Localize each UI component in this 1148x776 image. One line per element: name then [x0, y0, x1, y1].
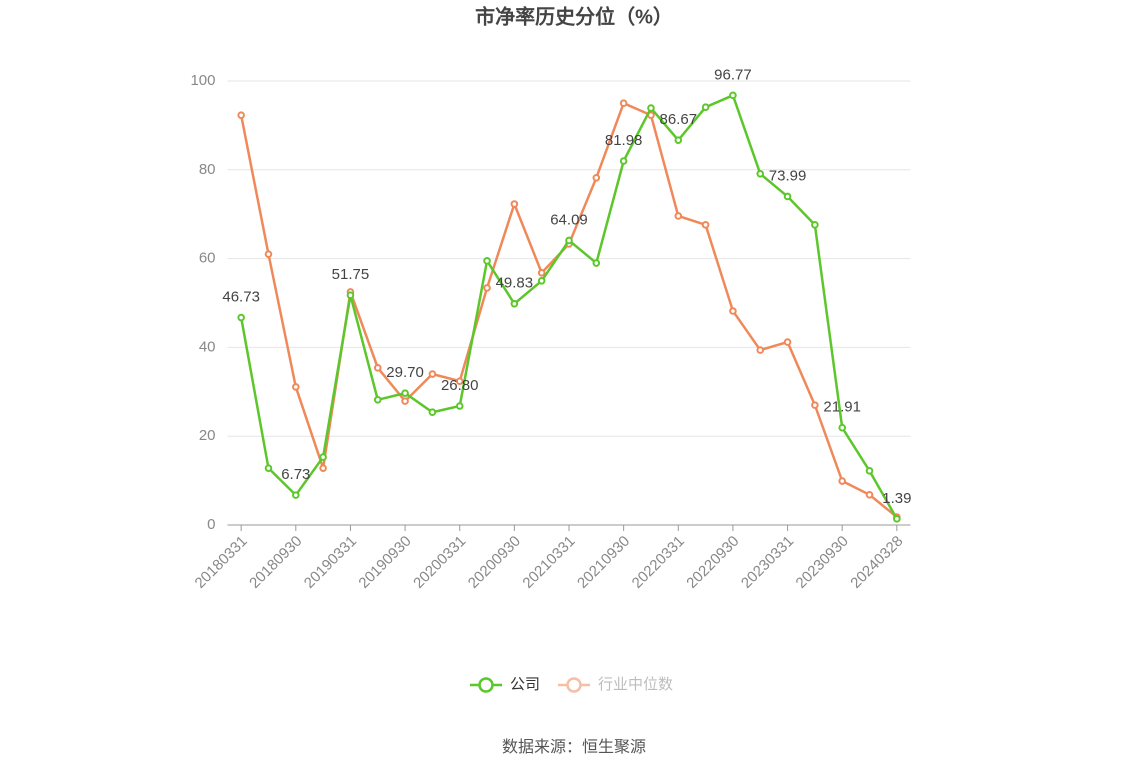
point: [483, 284, 491, 292]
data-label: 96.77: [714, 66, 752, 83]
x-tick-label: 20190930: [355, 533, 414, 592]
data-label: 73.99: [769, 167, 807, 184]
point: [319, 464, 327, 472]
point: [401, 389, 409, 397]
point: [865, 467, 874, 475]
point: [292, 491, 300, 499]
legend-marker: [566, 677, 582, 693]
point: [455, 402, 464, 410]
point: [537, 269, 546, 277]
point: [592, 173, 601, 182]
data-label: 6.73: [281, 466, 310, 483]
point: [373, 364, 382, 372]
x-tick-label: 20220930: [683, 533, 742, 592]
y-tick-label: 40: [199, 338, 216, 355]
point: [510, 200, 519, 208]
data-label: 26.80: [441, 377, 479, 394]
x-tick-label: 20240328: [847, 533, 906, 592]
legend-label: 公司: [510, 676, 540, 693]
x-tick-label: 20180930: [246, 533, 305, 592]
chart-title: 市净率历史分位（%）: [475, 4, 673, 28]
point: [619, 99, 628, 107]
data-label: 64.09: [550, 211, 588, 228]
point: [401, 397, 409, 405]
x-tick-label: 20210930: [574, 533, 633, 592]
point: [455, 377, 464, 385]
point: [483, 257, 491, 265]
point: [729, 307, 737, 315]
legend-marker: [478, 677, 494, 693]
point: [319, 453, 327, 461]
point: [838, 477, 847, 485]
point: [756, 169, 765, 178]
point: [292, 383, 300, 391]
point: [264, 464, 273, 472]
point: [346, 291, 355, 300]
legend-label: 行业中位数: [598, 676, 673, 693]
point: [674, 212, 683, 220]
point: [701, 221, 710, 229]
legend-item: 行业中位数: [558, 676, 673, 693]
point: [537, 277, 546, 285]
point: [838, 423, 847, 432]
data-label: 86.67: [660, 111, 698, 128]
point: [237, 111, 245, 119]
point: [783, 192, 792, 201]
point: [729, 91, 737, 100]
data-label: 1.39: [882, 490, 911, 507]
point: [619, 157, 628, 165]
y-tick-label: 80: [199, 161, 216, 178]
point: [428, 408, 437, 417]
point: [565, 236, 573, 245]
data-label: 46.73: [222, 288, 260, 305]
point: [756, 346, 765, 354]
y-tick-label: 100: [190, 72, 215, 89]
x-tick-label: 20180331: [192, 533, 251, 592]
point: [783, 338, 792, 346]
y-tick-label: 20: [199, 427, 216, 444]
point: [674, 136, 683, 144]
series-line: [239, 101, 898, 518]
data-label: 29.70: [386, 364, 424, 381]
data-label: 81.98: [605, 132, 643, 149]
x-tick-label: 20230930: [793, 533, 852, 592]
data-label: 49.83: [496, 275, 534, 292]
point: [865, 491, 874, 499]
x-tick-label: 20210331: [519, 533, 578, 592]
point: [237, 313, 245, 322]
point: [373, 395, 382, 404]
point: [811, 221, 819, 229]
legend-item: 公司: [470, 676, 540, 693]
y-tick-label: 0: [207, 516, 215, 533]
x-tick-label: 20200331: [410, 533, 469, 592]
point: [264, 250, 273, 258]
point: [893, 515, 901, 523]
data-label: 21.91: [823, 399, 861, 416]
source: 数据来源：恒生聚源: [502, 738, 646, 756]
x-tick-label: 20230331: [738, 533, 797, 592]
x-tick-label: 20190331: [301, 533, 360, 592]
series-line: [239, 93, 898, 520]
point: [701, 103, 710, 111]
point: [428, 370, 437, 378]
point: [811, 401, 819, 409]
point: [592, 259, 601, 267]
x-tick-label: 20200930: [465, 533, 524, 592]
x-tick-label: 20220331: [629, 533, 688, 592]
point: [647, 104, 655, 112]
point: [510, 299, 519, 308]
data-label: 51.75: [332, 266, 370, 283]
y-tick-label: 60: [199, 250, 216, 267]
